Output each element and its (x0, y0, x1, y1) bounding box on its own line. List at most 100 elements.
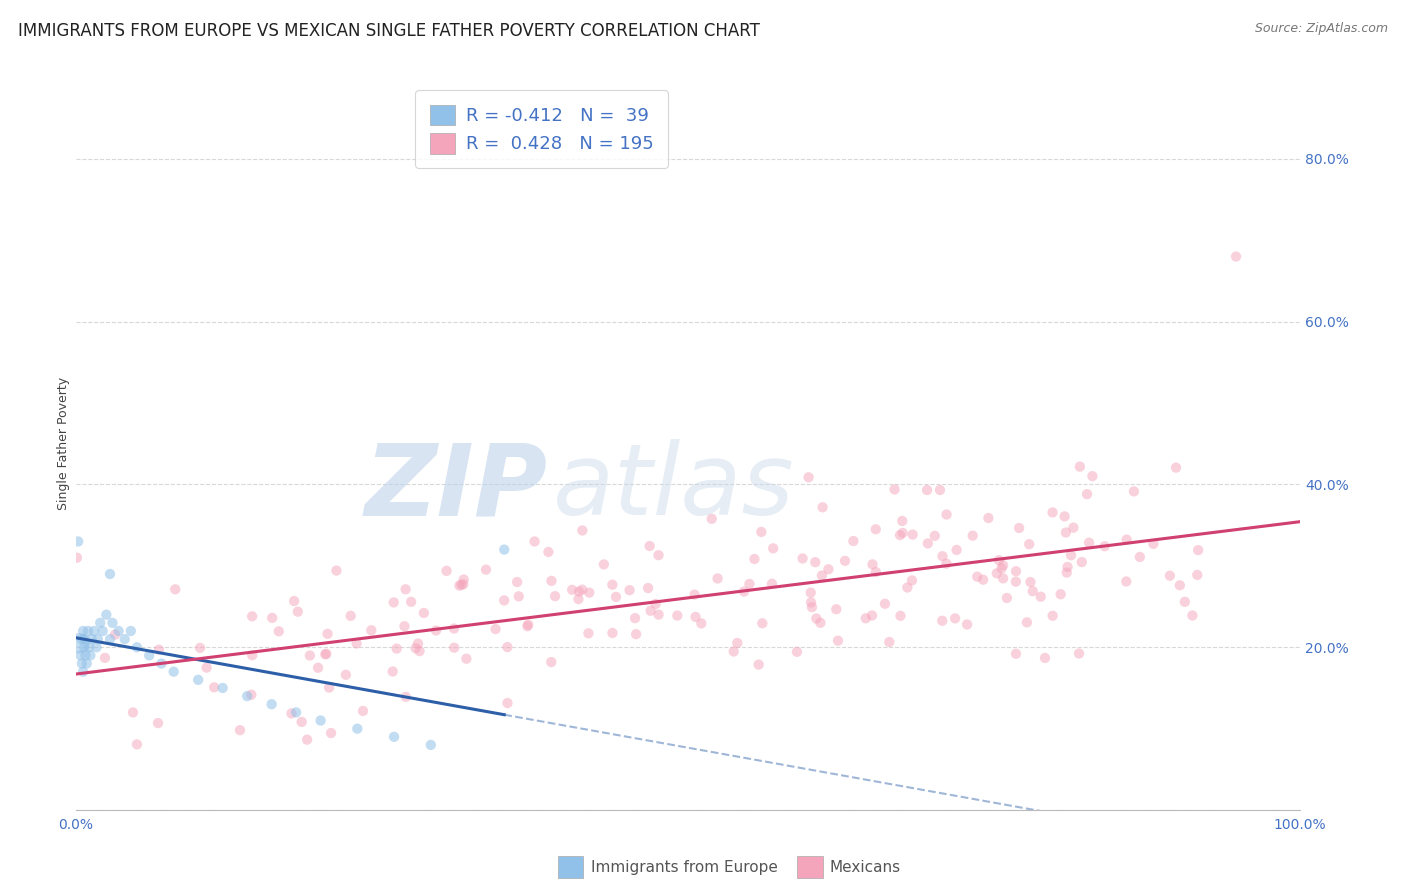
Point (578, 626, 600, 640)
Point (817, 562, 839, 576)
Point (991, 571, 1014, 585)
Point (800, 585, 823, 599)
Point (346, 722, 368, 736)
Point (977, 511, 1000, 525)
Point (399, 595, 422, 609)
Text: atlas: atlas (553, 439, 794, 536)
Point (561, 582, 583, 597)
Point (240, 648, 263, 663)
Point (865, 565, 887, 579)
Point (962, 529, 984, 543)
Point (506, 574, 529, 589)
Point (1005, 564, 1028, 578)
Point (450, 578, 472, 592)
Point (319, 726, 342, 740)
Point (456, 651, 478, 665)
Point (309, 714, 332, 728)
Point (408, 644, 430, 658)
Point (786, 645, 808, 659)
Point (1181, 608, 1204, 623)
Point (494, 593, 516, 607)
Point (1056, 560, 1078, 574)
Point (797, 470, 820, 484)
Point (1187, 567, 1209, 582)
Point (202, 681, 225, 695)
Point (877, 635, 900, 649)
Point (924, 529, 946, 543)
Point (602, 626, 624, 640)
Point (647, 607, 669, 622)
Point (901, 574, 924, 588)
Point (666, 608, 689, 623)
Point (1056, 566, 1078, 580)
Point (315, 647, 337, 661)
Point (1174, 595, 1197, 609)
Point (637, 581, 659, 595)
Point (935, 508, 957, 522)
Point (723, 644, 745, 658)
Point (855, 611, 877, 625)
Point (891, 525, 914, 540)
Point (285, 706, 308, 720)
Point (619, 583, 641, 598)
Point (211, 681, 233, 695)
Point (443, 640, 465, 655)
Point (929, 483, 952, 497)
Point (394, 619, 416, 633)
Point (73, 640, 96, 655)
Point (101, 615, 124, 630)
Point (76, 657, 98, 671)
Point (568, 584, 591, 599)
Point (889, 528, 911, 542)
Point (98, 632, 121, 647)
Point (644, 597, 666, 611)
Point (96, 607, 118, 622)
Point (453, 577, 475, 591)
Point (1005, 647, 1028, 661)
Point (1053, 509, 1076, 524)
Point (385, 641, 408, 656)
Point (280, 706, 302, 721)
Point (1019, 575, 1042, 590)
Point (316, 627, 339, 641)
Point (86, 640, 108, 655)
Point (405, 641, 427, 656)
Point (1042, 505, 1064, 519)
Point (602, 578, 624, 592)
Point (419, 738, 441, 752)
Point (751, 616, 773, 631)
Point (1069, 459, 1091, 474)
Point (1168, 578, 1191, 592)
Point (571, 524, 593, 538)
Point (67, 534, 90, 549)
Point (605, 590, 627, 604)
Point (1225, 250, 1247, 264)
Point (89, 615, 111, 630)
Point (825, 602, 848, 616)
Point (187, 673, 209, 687)
Point (986, 566, 1008, 581)
Point (540, 655, 562, 669)
Point (484, 622, 506, 636)
Point (834, 554, 856, 568)
Point (800, 595, 823, 609)
Point (125, 640, 148, 655)
Point (889, 608, 911, 623)
Point (935, 557, 957, 571)
Point (896, 581, 918, 595)
Point (917, 536, 939, 550)
Point (640, 604, 662, 618)
Point (988, 553, 1011, 567)
Point (291, 714, 314, 729)
Point (842, 534, 865, 549)
Legend: R = -0.412   N =  39, R =  0.428   N = 195: R = -0.412 N = 39, R = 0.428 N = 195 (415, 90, 668, 168)
Point (496, 640, 519, 654)
Point (571, 582, 593, 597)
Point (229, 723, 252, 738)
Point (262, 611, 284, 625)
Point (79, 648, 101, 663)
Y-axis label: Single Father Poverty: Single Father Poverty (58, 377, 70, 510)
Point (98, 566, 121, 581)
Point (395, 690, 418, 704)
Point (578, 585, 600, 599)
